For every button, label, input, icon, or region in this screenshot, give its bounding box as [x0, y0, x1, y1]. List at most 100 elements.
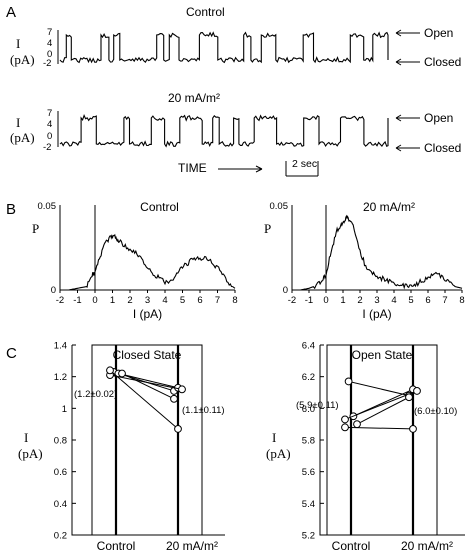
closed-ytick-label: 0.8: [54, 436, 67, 447]
hist-control-xtick-label: -2: [56, 295, 64, 306]
hist-20ma-xtick-label: 7: [442, 295, 447, 306]
closed-point-control: [118, 369, 126, 378]
closed-point-field: [174, 425, 182, 433]
time-label: TIME: [178, 161, 207, 175]
trace-control-ylabel-pa: (pA): [10, 52, 35, 67]
trace-control: [59, 31, 389, 64]
paired-plot-closed: 1.4 1.2 1 0.8 0.6 0.4 0.2 I(pA) Closed State Cont…: [18, 341, 225, 553]
trace-field-tick-neg2: -2: [43, 142, 51, 153]
trace-control-open-label: Open: [424, 26, 453, 40]
hist-control-xtick-label: 7: [215, 295, 220, 306]
closed-ytick-label: 0.4: [54, 499, 67, 510]
hist-control-xtick-label: 3: [145, 295, 150, 306]
hist-20ma-xtick-label: 5: [408, 295, 413, 306]
closed-annotation-control: (1.2±0.02): [74, 389, 117, 400]
closed-annotation-field: (1.1±0.11): [182, 405, 225, 416]
hist-control-histogram-line: [60, 233, 236, 291]
hist-20ma-ytick-label: 0.05: [270, 201, 289, 212]
trace-control-tick-neg2: -2: [43, 58, 51, 69]
trace-control-ylabel-i: I: [16, 36, 20, 51]
open-ytick-label: 5.8: [302, 436, 315, 447]
open-ytick-label: 5.2: [302, 531, 315, 542]
open-ytick-label: 6.0: [302, 404, 315, 415]
open-axes: [319, 345, 465, 536]
panel-c-letter: C: [6, 345, 17, 362]
open-ytick-label: 6.2: [302, 372, 315, 383]
trace-field-ylabel-i: I: [16, 115, 20, 130]
hist-20ma-xtick-label: 4: [391, 295, 396, 306]
hist-20ma-title: 20 mA/m²: [363, 200, 415, 214]
trace-20ma: [59, 114, 389, 148]
hist-20ma-xlabel: I (pA): [362, 307, 391, 321]
hist-control-xlabel: I (pA): [133, 307, 162, 321]
closed-ytick-label: 1: [62, 404, 67, 415]
trace-control-title: Control: [186, 5, 225, 19]
closed-ytick-label: 0.6: [54, 467, 67, 478]
closed-ytick-label: 1.2: [54, 372, 67, 383]
closed-frame: [91, 344, 203, 536]
open-point-control: [341, 423, 349, 432]
closed-ylabel-i: I: [24, 430, 28, 445]
hist-control-xtick-label: -1: [73, 295, 81, 306]
open-point-control: [353, 420, 361, 429]
trace-field-open-label: Open: [424, 111, 453, 125]
hist-control-ylabel: P: [32, 221, 39, 236]
scale-bar-label: 2 sec: [292, 158, 317, 170]
hist-control-xtick-label: 8: [232, 295, 237, 306]
histogram-20ma: -2 -1 0 1 2 3 4 5 6 7 8 0.05 0 P I (pA) 20 mA/m²: [264, 200, 465, 321]
closed-point-field: [178, 385, 186, 394]
hist-control-xtick-label: 4: [162, 295, 167, 306]
open-frame: [326, 344, 438, 536]
hist-control-axes: [59, 205, 235, 291]
open-point-field: [409, 425, 417, 433]
open-ylabel-i: I: [272, 430, 276, 445]
open-ytick-label: 5.4: [302, 499, 315, 510]
trace-field-ylabel-pa: (pA): [10, 130, 35, 145]
closed-category-label: Control: [97, 539, 136, 553]
open-pair-line: [348, 380, 410, 397]
hist-20ma-xtick-label: 8: [459, 295, 464, 306]
closed-ytick-label: 1.4: [54, 341, 67, 352]
closed-ylabel-pa: (pA): [18, 446, 43, 461]
trace-field-closed-label: Closed: [424, 141, 461, 155]
trace-control-tick-0: 0: [47, 49, 52, 60]
paired-plot-open: 6.4 6.2 6.0 5.8 5.6 5.4 5.2 I(pA) Open State Cont…: [266, 341, 465, 553]
open-ytick-label: 6.4: [302, 341, 315, 352]
panel-b-letter: B: [6, 201, 16, 218]
open-point-control: [344, 377, 353, 386]
open-ylabel-pa: (pA): [266, 446, 291, 461]
trace-field-tick-0: 0: [47, 131, 52, 142]
closed-title: Closed State: [113, 348, 182, 362]
closed-pair-line: [109, 374, 183, 390]
closed-ytick-label: 0.2: [54, 531, 67, 542]
trace-field-open-arrow: [395, 114, 420, 122]
trace-control-closed-label: Closed: [424, 55, 461, 69]
hist-control-xtick-label: 6: [197, 295, 202, 306]
closed-pair-line: [109, 369, 179, 430]
hist-20ma-xtick-label: 2: [357, 295, 362, 306]
open-pair-line: [344, 426, 414, 430]
closed-category-label: 20 mA/m²: [166, 539, 218, 553]
panel-a-letter: A: [6, 4, 16, 21]
open-title: Open State: [352, 348, 413, 362]
closed-point-field: [170, 394, 178, 403]
hist-20ma-xtick-label: -2: [288, 295, 296, 306]
hist-control-xtick-label: 5: [180, 295, 185, 306]
open-annotation-control: (5.9±0.11): [296, 400, 339, 411]
open-annotation-field: (6.0±0.10): [414, 406, 457, 417]
hist-control-xtick-label: 0: [92, 295, 97, 306]
hist-control-title: Control: [140, 200, 179, 214]
hist-control-ytick-label: 0: [51, 285, 56, 296]
hist-20ma-xtick-label: 0: [323, 295, 328, 306]
hist-control-xtick-label: 1: [110, 295, 115, 306]
closed-point-control: [106, 366, 114, 375]
trace-field-closed-arrow: [395, 144, 420, 152]
trace-control-closed-arrow: [395, 58, 420, 66]
trace-field-title: 20 mA/m²: [168, 91, 220, 105]
hist-control-ytick-label: 0.05: [38, 201, 57, 212]
open-point-field: [413, 387, 421, 395]
scale-bar: [285, 161, 319, 177]
open-ytick-label: 5.6: [302, 467, 315, 478]
open-pair-line: [356, 396, 410, 425]
closed-pair-line: [118, 373, 179, 389]
